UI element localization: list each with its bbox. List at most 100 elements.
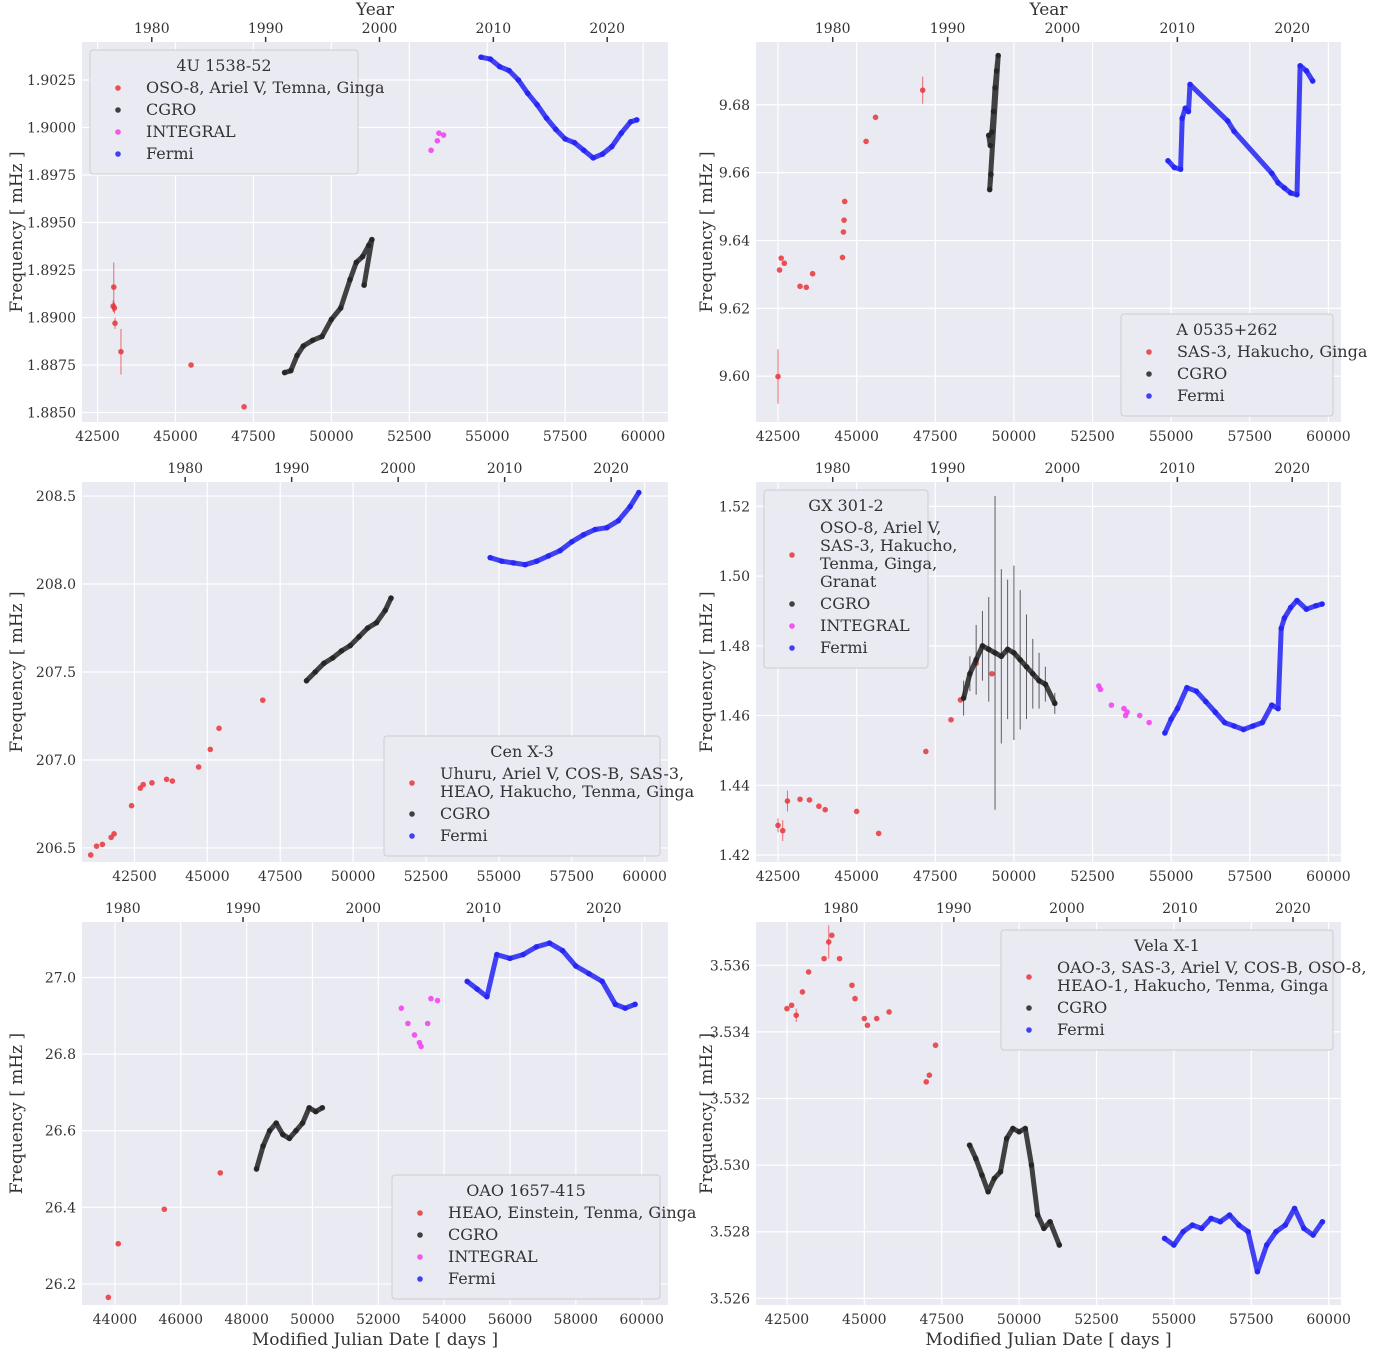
data-point — [627, 503, 633, 510]
legend: 4U 1538-52 OSO-8, Ariel V, Temna, Ginga CG… — [89, 49, 385, 175]
x-tick-label: 60000 — [1306, 1312, 1351, 1328]
data-point — [779, 827, 786, 834]
x-tick-label: 45000 — [185, 869, 230, 885]
data-point — [973, 656, 979, 663]
data-point — [864, 1022, 871, 1029]
data-point — [923, 748, 929, 755]
data-point — [839, 254, 846, 261]
data-point — [776, 267, 783, 273]
legend-marker — [417, 1210, 423, 1216]
chart-panel-3: 42500 45000 47500 50000 52500 55000 57500 60000… — [7, 461, 695, 885]
data-point — [1136, 712, 1143, 719]
y-tick-label: 1.42 — [719, 848, 750, 864]
data-point — [1250, 723, 1256, 729]
data-point — [520, 951, 526, 958]
data-point — [997, 1168, 1004, 1175]
legend-title: A 0535+262 — [1175, 320, 1277, 339]
legend-entry: Fermi — [146, 144, 194, 163]
data-point — [510, 560, 517, 566]
data-point — [312, 1108, 319, 1115]
series-red — [105, 1170, 224, 1301]
data-point — [99, 841, 106, 848]
data-point — [1004, 646, 1011, 653]
data-point — [875, 830, 882, 837]
data-point — [634, 117, 640, 123]
data-point — [1003, 1135, 1010, 1142]
y-tick-label: 26.6 — [45, 1124, 76, 1140]
y-tick-label: 1.52 — [719, 499, 750, 515]
y-tick-label: 9.64 — [719, 233, 750, 249]
legend-title: Vela X-1 — [1133, 936, 1200, 955]
data-point — [1291, 1205, 1298, 1212]
year-tick-label: 1980 — [167, 461, 203, 477]
x-axis-label: Modified Julian Date [ days ] — [252, 1330, 498, 1350]
data-point — [1231, 128, 1237, 135]
data-point — [805, 969, 812, 975]
legend-entry: OSO-8, Ariel V, Temna, Ginga — [146, 78, 385, 97]
data-point — [559, 947, 566, 954]
year-tick-label: 1990 — [936, 901, 972, 917]
data-point — [1212, 709, 1218, 715]
year-tick-label: 1980 — [105, 901, 141, 917]
x-tick-label: 60000 — [619, 1312, 664, 1328]
legend-marker — [789, 623, 795, 629]
x-tick-label: 45000 — [834, 429, 879, 445]
data-point — [1180, 1228, 1186, 1235]
data-point — [260, 1143, 266, 1149]
data-point — [1297, 62, 1303, 69]
data-point — [586, 970, 592, 977]
data-point — [1294, 191, 1300, 198]
y-tick-label: 1.9000 — [27, 121, 76, 137]
x-tick-label: 57500 — [1228, 869, 1273, 885]
x-tick-label: 52500 — [1070, 869, 1115, 885]
legend-entry: INTEGRAL — [146, 122, 236, 141]
data-point — [592, 526, 598, 533]
data-point — [926, 1072, 933, 1078]
data-point — [1236, 1222, 1242, 1228]
data-point — [1124, 709, 1130, 715]
year-tick-label: 2010 — [466, 901, 502, 917]
data-point — [797, 796, 803, 803]
data-point — [434, 138, 441, 144]
data-point — [388, 595, 394, 601]
data-point — [1042, 681, 1049, 688]
legend-entry: Fermi — [448, 1269, 496, 1288]
data-point — [1187, 81, 1193, 88]
data-point — [863, 138, 869, 145]
data-point — [484, 993, 490, 1000]
legend-marker — [115, 85, 121, 91]
data-point — [612, 1001, 619, 1008]
data-point — [571, 139, 578, 146]
legend-box — [1000, 929, 1334, 1051]
legend: Cen X-3 Uhuru, Ariel V, COS-B, SAS-3, HEAO… — [383, 735, 695, 857]
year-tick-label: 1990 — [930, 461, 966, 477]
data-point — [599, 978, 605, 985]
y-tick-label: 27.0 — [45, 971, 76, 987]
legend-entry: CGRO — [440, 804, 490, 823]
data-point — [979, 1172, 985, 1178]
legend-entry: OSO-8, Ariel V, SAS-3, Hakucho, Tenma, Gin… — [820, 518, 957, 591]
data-point — [1217, 1218, 1224, 1225]
data-point — [294, 352, 300, 359]
year-tick-label: 2010 — [476, 21, 512, 37]
legend-marker — [789, 601, 795, 607]
data-point — [1303, 606, 1310, 613]
data-point — [988, 171, 994, 178]
data-point — [1146, 719, 1152, 726]
y-tick-label: 9.62 — [719, 301, 750, 317]
x-axis-label: Modified Julian Date [ days ] — [925, 1330, 1171, 1350]
data-point — [979, 643, 986, 649]
legend-entry: Fermi — [820, 638, 868, 657]
x-tick-label: 50000 — [992, 429, 1037, 445]
data-point — [161, 1206, 168, 1213]
y-tick-label: 207.5 — [36, 665, 76, 681]
data-point — [373, 619, 380, 626]
data-point — [87, 852, 94, 858]
series-red — [775, 76, 926, 404]
x-tick-label: 52500 — [1070, 429, 1115, 445]
y-axis-label: Frequency [ mHz ] — [7, 1033, 27, 1194]
data-point — [319, 333, 325, 340]
data-point — [562, 136, 568, 142]
x-tick-label: 42500 — [75, 429, 120, 445]
y-tick-label: 208.0 — [36, 577, 76, 593]
